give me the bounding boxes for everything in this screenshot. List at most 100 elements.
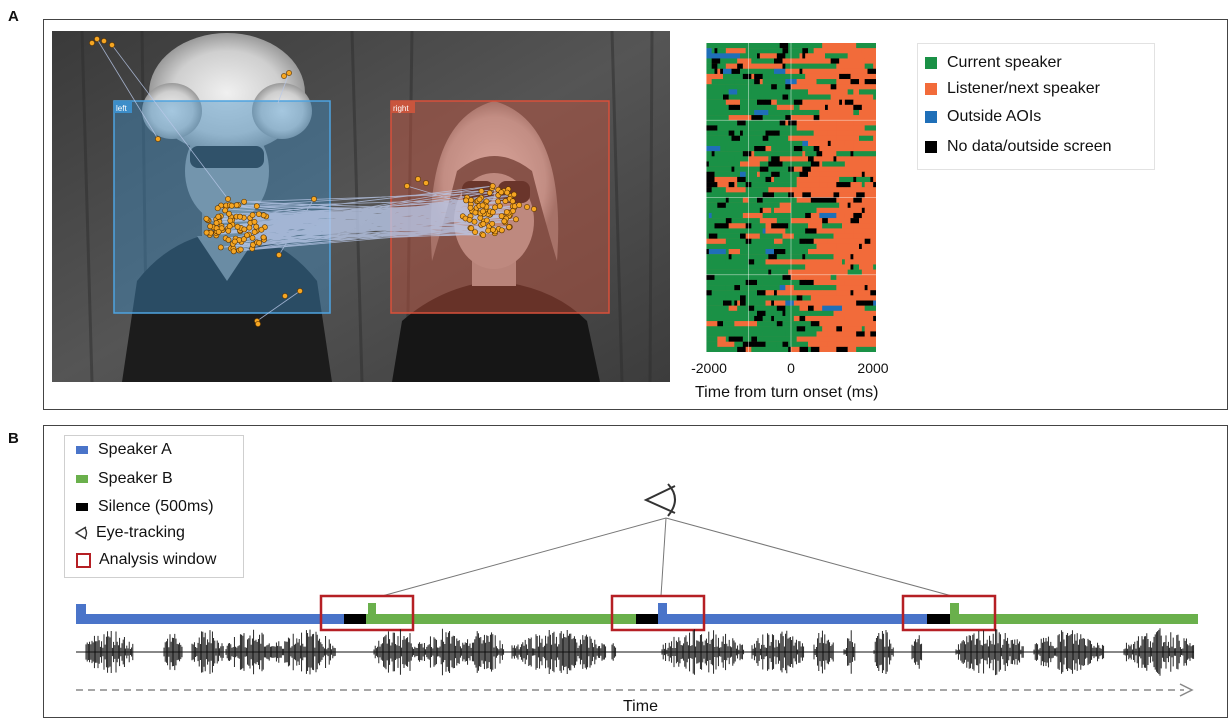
raster-cell: [810, 321, 820, 327]
person-right: [392, 101, 600, 382]
raster-cell: [839, 115, 843, 121]
raster-cell: [864, 115, 876, 121]
raster-cell: [827, 104, 831, 111]
panel-b-letter: B: [8, 430, 19, 447]
raster-cell: [796, 321, 812, 327]
raster-cell: [861, 212, 876, 219]
raster-cell: [765, 310, 783, 317]
raster-cell: [870, 176, 874, 183]
speaker-a-swatch: [76, 446, 88, 454]
raster-cell: [842, 305, 865, 311]
raster-cell: [799, 171, 809, 178]
person-left: [122, 33, 332, 382]
raster-cell: [706, 43, 727, 49]
raster-cell: [844, 161, 865, 167]
raster-cell: [740, 243, 763, 250]
raster-cell: [776, 321, 783, 327]
raster-cell: [808, 89, 829, 95]
raster-cell: [745, 310, 758, 317]
raster-cell: [822, 305, 843, 311]
raster-cell: [802, 53, 806, 59]
raster-cell: [853, 233, 857, 239]
raster-cell: [864, 109, 871, 116]
raster-cell: [774, 300, 780, 306]
raster-cell: [859, 73, 876, 80]
fixation-point: [498, 227, 505, 234]
raster-cell: [867, 285, 871, 291]
fixation-point: [230, 248, 237, 255]
raster-cell: [759, 43, 778, 49]
fixation-point: [483, 217, 490, 224]
raster-cell: [748, 305, 755, 311]
raster-cell: [745, 48, 755, 54]
raster-cell: [870, 238, 876, 245]
fixation-point: [215, 213, 222, 220]
fixation-point: [423, 180, 429, 186]
raster-cell: [708, 212, 712, 219]
raster-cell: [830, 228, 834, 234]
raster-cell: [740, 161, 761, 167]
fixation-point: [237, 246, 244, 253]
raster-cell: [779, 326, 797, 332]
raster-cell: [788, 212, 806, 219]
raster-cell: [779, 156, 795, 162]
raster-cell: [856, 331, 865, 337]
legend-eye-tracking: Eye-tracking: [74, 524, 185, 542]
raster-cell: [706, 346, 715, 352]
fixation-point: [471, 218, 478, 225]
raster-cell: [847, 166, 868, 172]
raster-cell: [774, 249, 783, 255]
raster-cell: [779, 48, 783, 54]
raster-cell: [782, 48, 789, 54]
raster-cell: [842, 300, 857, 306]
raster-cell: [844, 315, 857, 322]
raster-cell: [859, 264, 874, 270]
raster-cell: [836, 151, 851, 157]
raster-cell: [864, 125, 876, 131]
raster-cell: [808, 341, 829, 348]
raster-cell: [754, 146, 758, 152]
raster-cell: [796, 182, 820, 188]
raster-cell: [725, 84, 749, 90]
raster-cell: [742, 63, 763, 69]
raster-cell: [779, 43, 789, 49]
raster-cell: [706, 192, 724, 198]
raster-cell: [850, 84, 860, 90]
raster-cell: [836, 197, 854, 203]
raster-cell: [717, 68, 721, 75]
raster-cell: [844, 259, 860, 265]
raster-cell: [717, 336, 727, 342]
speaker-bars: [76, 603, 1198, 624]
raster-cell: [782, 94, 789, 100]
raster-cell: [717, 140, 729, 147]
raster-cell: [706, 264, 729, 270]
raster-cell: [859, 63, 865, 69]
raster-cell: [731, 135, 741, 142]
raster-cell: [808, 48, 814, 54]
turn-timeline-diagram: [76, 483, 1198, 697]
raster-cell: [856, 346, 876, 352]
raster-cell: [751, 73, 755, 80]
raster-cell: [734, 109, 746, 116]
raster-cell: [819, 146, 831, 152]
raster-cell: [864, 202, 876, 208]
raster-cell: [762, 125, 786, 131]
raster-cell: [793, 94, 814, 100]
raster-cell: [819, 233, 834, 239]
raster-cell: [706, 104, 729, 111]
raster-cell: [859, 109, 865, 116]
raster-cell: [802, 109, 820, 116]
raster-cell: [791, 140, 803, 147]
raster-cell: [708, 182, 718, 188]
raster-cell: [757, 238, 775, 245]
raster-cell: [873, 336, 876, 342]
raster-cell: [853, 109, 860, 116]
raster-cell: [734, 166, 741, 172]
raster-cell: [734, 336, 744, 342]
raster-cell: [706, 243, 721, 250]
fixation-point: [251, 218, 258, 225]
raster-cell: [751, 223, 766, 229]
raster-cell: [796, 295, 803, 301]
raster-cell: [859, 218, 876, 224]
raster-cell: [740, 68, 761, 75]
